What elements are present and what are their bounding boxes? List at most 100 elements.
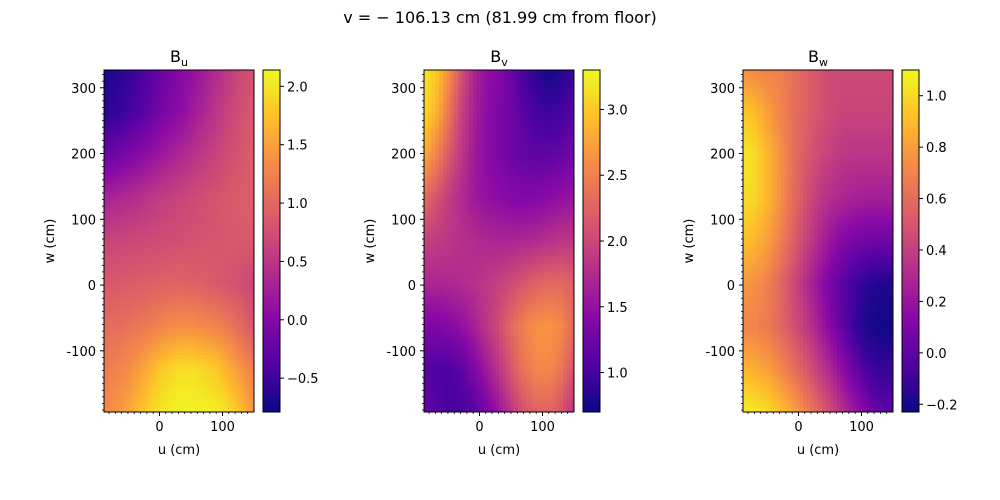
heatmap-cell (239, 336, 244, 341)
heatmap-cell (224, 214, 229, 219)
heatmap-cell (250, 347, 255, 352)
heatmap-cell (182, 191, 188, 196)
colorbar-segment (263, 98, 280, 102)
heatmap-cell (427, 153, 433, 158)
heatmap-cell (201, 385, 206, 390)
heatmap-cell (186, 161, 191, 166)
heatmap-cell (559, 119, 564, 124)
heatmap-cell (205, 267, 210, 272)
heatmap-cell (201, 191, 206, 196)
heatmap-cell (201, 279, 206, 284)
heatmap-cell (435, 176, 440, 181)
heatmap-cell (197, 271, 203, 276)
heatmap-cell (540, 142, 545, 147)
heatmap-cell (521, 77, 526, 82)
heatmap-cell (487, 146, 493, 151)
heatmap-cell (570, 104, 575, 109)
heatmap-cell (216, 347, 221, 352)
heatmap-cell (122, 203, 128, 208)
heatmap-cell (175, 336, 180, 341)
heatmap-cell (205, 248, 210, 253)
heatmap-cell (152, 324, 158, 329)
heatmap-cell (171, 260, 176, 265)
colorbar-segment (263, 212, 280, 216)
heatmap-cell (209, 146, 214, 151)
heatmap-cell (141, 358, 146, 364)
heatmap-cell (450, 153, 455, 158)
heatmap-cell (197, 89, 203, 94)
heatmap-cell (242, 328, 248, 333)
heatmap-cell (570, 149, 575, 155)
heatmap-cell (427, 168, 433, 174)
heatmap-cell (171, 142, 176, 147)
heatmap-cell (145, 146, 150, 151)
heatmap-cell (141, 108, 146, 113)
heatmap-cell (224, 146, 229, 151)
heatmap-cell (167, 85, 173, 90)
heatmap-cell (559, 168, 564, 174)
heatmap-cell (194, 184, 199, 189)
heatmap-cell (487, 104, 493, 109)
heatmap-cell (227, 271, 233, 276)
heatmap-cell (439, 176, 444, 181)
heatmap-cell (122, 396, 128, 402)
heatmap-cell (141, 237, 146, 242)
heatmap-cell (167, 77, 173, 82)
heatmap-cell (115, 123, 120, 128)
heatmap-cell (182, 309, 188, 314)
heatmap-cell (212, 81, 218, 86)
heatmap-cell (182, 241, 188, 246)
heatmap-cell (152, 355, 158, 360)
heatmap-cell (239, 355, 244, 360)
heatmap-cell (529, 81, 534, 86)
heatmap-cell (201, 70, 206, 75)
colorbar-segment (263, 72, 280, 77)
heatmap-cell (250, 85, 255, 90)
heatmap-cell (205, 92, 210, 98)
heatmap-cell (126, 317, 131, 322)
heatmap-cell (130, 320, 135, 326)
heatmap-cell (197, 244, 203, 250)
heatmap-cell (111, 377, 116, 383)
heatmap-cell (167, 271, 173, 276)
heatmap-cell (246, 267, 251, 272)
heatmap-cell (235, 108, 240, 113)
heatmap-cell (167, 111, 173, 117)
heatmap-cell (540, 176, 545, 181)
heatmap-cell (517, 146, 523, 151)
heatmap-cell (216, 146, 221, 151)
heatmap-cell (239, 96, 244, 101)
heatmap-cell (111, 218, 116, 223)
heatmap-cell (250, 282, 255, 288)
heatmap-cell (160, 263, 165, 269)
heatmap-cell (122, 146, 128, 151)
heatmap-cell (130, 400, 135, 405)
heatmap-cell (115, 92, 120, 98)
heatmap-cell (190, 290, 195, 295)
heatmap-cell (231, 184, 236, 189)
heatmap-cell (179, 191, 184, 196)
heatmap-cell (156, 358, 161, 364)
heatmap-cell (186, 305, 191, 310)
heatmap-cell (182, 138, 188, 143)
heatmap-cell (130, 81, 135, 86)
heatmap-cell (427, 161, 433, 166)
heatmap-cell (476, 176, 481, 181)
heatmap-cell (152, 271, 158, 276)
heatmap-cell (164, 351, 169, 356)
heatmap-cell (134, 210, 139, 215)
heatmap-cell (566, 92, 571, 98)
heatmap-cell (122, 111, 128, 117)
heatmap-cell (186, 408, 191, 413)
heatmap-cell (164, 237, 169, 242)
heatmap-cell (175, 332, 180, 337)
heatmap-cell (152, 149, 158, 155)
heatmap-cell (205, 244, 210, 250)
heatmap-cell (122, 286, 128, 291)
heatmap-cell (137, 119, 143, 124)
heatmap-cell (182, 89, 188, 94)
heatmap-cell (194, 263, 199, 269)
heatmap-cell (164, 377, 169, 383)
heatmap-cell (145, 279, 150, 284)
heatmap-cell (487, 100, 493, 105)
